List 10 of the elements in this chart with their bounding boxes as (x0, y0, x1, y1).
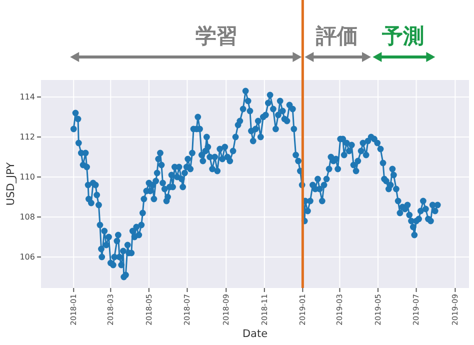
text: 評価 (315, 24, 358, 48)
text: 学習 (195, 24, 238, 48)
text: 予測 (381, 24, 424, 48)
y-tick-label: 110 (20, 172, 35, 182)
y-tick-label: 108 (20, 212, 35, 222)
y-tick-label: 114 (20, 92, 35, 102)
y-tick-label: 112 (20, 132, 35, 142)
y-tick-label: 106 (20, 252, 35, 262)
x-axis-title: Date (242, 328, 268, 340)
y-axis-title: USD_JPY (5, 162, 17, 206)
